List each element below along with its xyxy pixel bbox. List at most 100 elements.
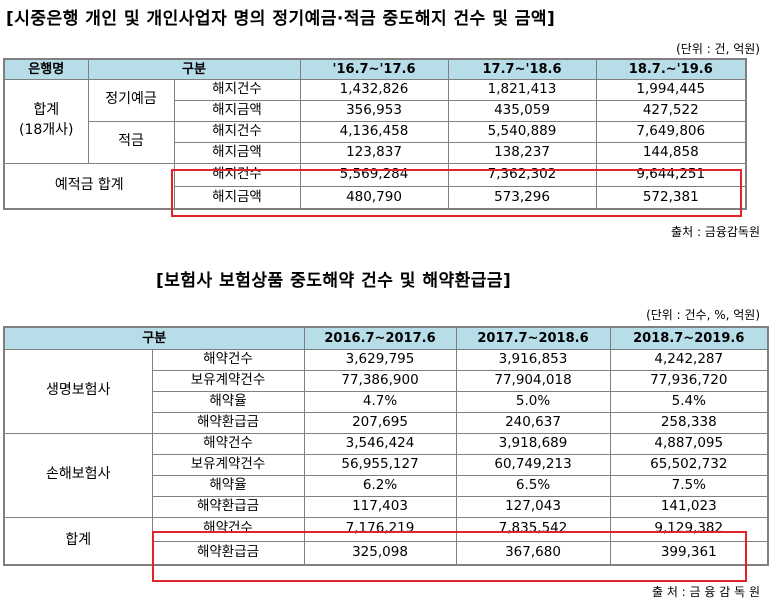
cell: 5.4% — [609, 390, 769, 413]
cell: 3,916,853 — [455, 348, 611, 371]
cell: 138,237 — [447, 141, 597, 164]
cell: 117,403 — [303, 495, 457, 518]
cell: 5.0% — [455, 390, 611, 413]
cell: 1,994,445 — [595, 78, 747, 101]
cell: 325,098 — [303, 540, 457, 566]
cell: 258,338 — [609, 411, 769, 434]
group-life-insurers: 생명보험사 — [3, 348, 153, 434]
cell: 6.5% — [455, 474, 611, 497]
header-bank: 은행명 — [3, 58, 89, 80]
table-row: 해약환급금 117,403 127,043 141,023 — [4, 495, 769, 518]
cell: 77,936,720 — [609, 369, 769, 392]
table1-unit: (단위 : 건, 억원) — [676, 42, 760, 56]
cell: 1,821,413 — [447, 78, 597, 101]
measure-held-count: 보유계약건수 — [151, 369, 305, 392]
cell: 123,837 — [299, 141, 449, 164]
measure-held-count: 보유계약건수 — [151, 453, 305, 476]
table-row: 해약환급금 207,695 240,637 258,338 — [4, 411, 769, 434]
group-total: 합계 — [3, 516, 153, 566]
cell: 427,522 — [595, 99, 747, 122]
cell: 4,242,287 — [609, 348, 769, 371]
cell: 3,918,689 — [455, 432, 611, 455]
table-row: 예적금 합계 해지건수 5,569,284 7,362,302 9,644,25… — [3, 162, 747, 210]
cell: 480,790 — [299, 185, 449, 210]
cell: 3,629,795 — [303, 348, 457, 371]
header-category: 구분 — [87, 58, 301, 80]
measure-count: 해지건수 — [173, 120, 301, 143]
cell: 4,887,095 — [609, 432, 769, 455]
measure-refund: 해약환급금 — [151, 411, 305, 434]
table2-highlight-box — [152, 531, 747, 582]
table1-source: 출처 : 금융감독원 — [671, 225, 760, 239]
table-row: 해약환급금 325,098 367,680 399,361 — [4, 540, 769, 566]
header-period-1: '16.7~'17.6 — [299, 58, 449, 80]
measure-cancel-count: 해약건수 — [151, 348, 305, 371]
measure-cancel-rate: 해약율 — [151, 390, 305, 413]
cell: 573,296 — [447, 185, 597, 210]
measure-cancel-rate: 해약율 — [151, 474, 305, 497]
cell: 65,502,732 — [609, 453, 769, 476]
table-row: 손해보험사 해약건수 3,546,424 3,918,689 4,887,095 — [3, 432, 769, 518]
table-row: 해지금액 480,790 573,296 572,381 — [4, 185, 747, 210]
cell: 1,432,826 — [299, 78, 449, 101]
group-total-label: 합계 — [33, 102, 60, 119]
header-period-2: 17.7~'18.6 — [447, 58, 597, 80]
table1-title: [시중은행 개인 및 개인사업자 명의 정기예금·적금 중도해지 건수 및 금액… — [6, 9, 556, 29]
table2: 구분 2016.7~2017.6 2017.7~2018.6 2018.7~20… — [3, 326, 770, 566]
table1: 은행명 구분 '16.7~'17.6 17.7~'18.6 18.7.~'19.… — [3, 58, 748, 210]
cell: 60,749,213 — [455, 453, 611, 476]
measure-amount: 해지금액 — [173, 185, 301, 210]
product-savings: 적금 — [87, 120, 175, 164]
cell: 207,695 — [303, 411, 457, 434]
product-deposit: 정기예금 — [87, 78, 175, 122]
cell: 4,136,458 — [299, 120, 449, 143]
cell: 141,023 — [609, 495, 769, 518]
product-combined: 예적금 합계 — [3, 162, 175, 210]
table2-unit: (단위 : 건수, %, 억원) — [646, 308, 760, 322]
cell: 77,386,900 — [303, 369, 457, 392]
table-row: 해약율 6.2% 6.5% 7.5% — [4, 474, 769, 497]
table-row: 생명보험사 해약건수 3,629,795 3,916,853 4,242,287 — [3, 348, 769, 434]
table-row: 해지금액 356,953 435,059 427,522 — [4, 99, 747, 122]
cell: 56,955,127 — [303, 453, 457, 476]
table-row: 합계 (18개사) 정기예금 해지건수 1,432,826 1,821,413 … — [3, 78, 747, 164]
table2-title: [보험사 보험상품 중도해약 건수 및 해약환급금] — [156, 271, 512, 291]
group-total-cell: 합계 (18개사) — [3, 78, 89, 164]
table2-header-row: 구분 2016.7~2017.6 2017.7~2018.6 2018.7~20… — [3, 326, 769, 350]
table-row: 보유계약건수 56,955,127 60,749,213 65,502,732 — [4, 453, 769, 476]
group-nonlife-insurers: 손해보험사 — [3, 432, 153, 518]
cell: 7,649,806 — [595, 120, 747, 143]
measure-refund: 해약환급금 — [151, 540, 305, 566]
header-period-3: 2018.7~2019.6 — [609, 326, 769, 350]
cell: 399,361 — [609, 540, 769, 566]
measure-count: 해지건수 — [173, 78, 301, 101]
header-period-1: 2016.7~2017.6 — [303, 326, 457, 350]
cell: 5,540,889 — [447, 120, 597, 143]
measure-cancel-count: 해약건수 — [151, 432, 305, 455]
measure-amount: 해지금액 — [173, 99, 301, 122]
cell: 77,904,018 — [455, 369, 611, 392]
header-category: 구분 — [3, 326, 305, 350]
measure-amount: 해지금액 — [173, 141, 301, 164]
cell: 240,637 — [455, 411, 611, 434]
cell: 127,043 — [455, 495, 611, 518]
cell: 4.7% — [303, 390, 457, 413]
cell: 3,546,424 — [303, 432, 457, 455]
cell: 144,858 — [595, 141, 747, 164]
group-total-sublabel: (18개사) — [19, 122, 74, 138]
cell: 435,059 — [447, 99, 597, 122]
cell: 5,569,284 — [299, 162, 449, 187]
cell: 367,680 — [455, 540, 611, 566]
table1-highlight-box — [171, 169, 742, 217]
cell: 7.5% — [609, 474, 769, 497]
cell: 572,381 — [595, 185, 747, 210]
table1-header-row: 은행명 구분 '16.7~'17.6 17.7~'18.6 18.7.~'19.… — [3, 58, 747, 80]
cell: 6.2% — [303, 474, 457, 497]
table-row: 적금 해지건수 4,136,458 5,540,889 7,649,806 — [4, 120, 747, 164]
header-period-3: 18.7.~'19.6 — [595, 58, 747, 80]
table2-source: 출 처 : 금 융 감 독 원 — [651, 585, 760, 599]
measure-refund: 해약환급금 — [151, 495, 305, 518]
cell: 7,176,219 — [303, 516, 457, 542]
header-period-2: 2017.7~2018.6 — [455, 326, 611, 350]
cell: 356,953 — [299, 99, 449, 122]
